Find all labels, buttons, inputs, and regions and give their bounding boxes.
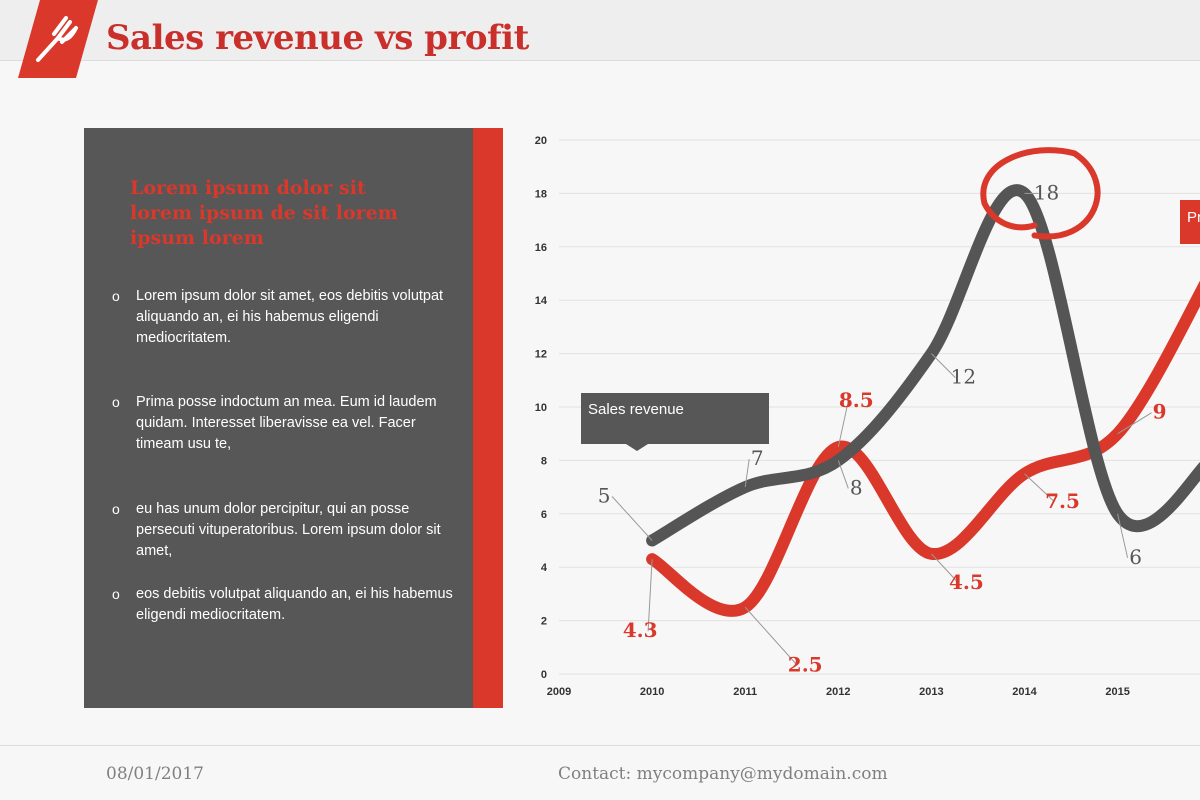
- fork-logo-icon: [18, 0, 98, 78]
- data-label: 5: [598, 484, 611, 508]
- panel-heading: Lorem ipsum dolor sit lorem ipsum de sit…: [130, 177, 398, 249]
- leader-line: [1117, 412, 1152, 435]
- leader-line: [647, 559, 653, 632]
- y-tick-label: 20: [535, 135, 547, 147]
- bullet-text: Prima posse indoctum an mea. Eum id laud…: [136, 394, 437, 452]
- panel-accent-stripe: [473, 128, 503, 708]
- y-tick-label: 18: [535, 188, 547, 200]
- bullet-text: eu has unum dolor percipitur, qui an pos…: [136, 501, 441, 559]
- x-tick-label: 2011: [733, 686, 757, 698]
- leader-line: [1024, 473, 1055, 503]
- y-tick-label: 4: [541, 562, 548, 574]
- leader-line: [931, 353, 956, 378]
- y-tick-label: 6: [541, 509, 547, 521]
- x-tick-label: 2009: [547, 686, 571, 698]
- leader-line: [931, 553, 959, 584]
- bullet-marker: o: [112, 586, 120, 602]
- leader-line: [1117, 513, 1129, 558]
- y-tick-label: 8: [541, 455, 547, 467]
- leader-line: [744, 459, 750, 488]
- sales-revenue-line: [646, 184, 1200, 547]
- bullet-marker: o: [112, 288, 120, 304]
- bullet-text: eos debitis volutpat aliquando an, ei hi…: [136, 586, 453, 623]
- bullet-marker: o: [112, 394, 120, 410]
- x-tick-label: 2013: [919, 686, 943, 698]
- x-tick-label: 2015: [1105, 686, 1129, 698]
- x-tick-label: 2012: [826, 686, 850, 698]
- y-tick-label: 12: [535, 349, 547, 361]
- data-label: 6: [1129, 545, 1142, 569]
- footer-divider: [0, 745, 1200, 746]
- y-tick-label: 14: [535, 295, 548, 307]
- footer-contact: Contact: mycompany@mydomain.com: [558, 764, 888, 784]
- page-title: Sales revenue vs profit: [106, 18, 529, 58]
- bullet-marker: o: [112, 501, 120, 517]
- highlight-circle: [980, 147, 1101, 240]
- x-tick-label: 2010: [640, 686, 664, 698]
- bullet-text: Lorem ipsum dolor sit amet, eos debitis …: [136, 288, 444, 346]
- data-label: 2.5: [788, 652, 823, 676]
- y-tick-label: 10: [535, 402, 547, 414]
- leader-line: [611, 496, 653, 541]
- data-label: 8.5: [839, 388, 874, 412]
- profit-legend-label: Pr: [1187, 209, 1200, 226]
- header-bar: [0, 0, 1200, 61]
- leader-line: [837, 400, 849, 448]
- data-label: 4.5: [949, 570, 984, 594]
- data-label: 18: [1034, 180, 1059, 204]
- sales-revenue-legend-label: Sales revenue: [588, 401, 684, 418]
- leader-line: [837, 460, 849, 489]
- data-label: 9: [1153, 400, 1167, 424]
- profit-callout: [1180, 200, 1200, 244]
- leader-line: [744, 606, 798, 666]
- x-tick-label: 2014: [1012, 686, 1037, 698]
- y-tick-label: 0: [541, 669, 547, 681]
- data-label: 7: [751, 446, 764, 470]
- data-label: 4.3: [623, 618, 658, 642]
- line-chart: 0 2 4 6 8 10 12 14 16 18 20 2009 2010 2011 2012 2013 201…: [535, 135, 1200, 698]
- sales-revenue-callout: [581, 393, 769, 451]
- y-tick-label: 16: [535, 242, 547, 254]
- data-label: 12: [951, 365, 976, 389]
- footer-date: 08/01/2017: [106, 764, 204, 784]
- data-label: 7.5: [1045, 489, 1080, 513]
- data-label: 8: [850, 475, 863, 499]
- y-tick-label: 2: [541, 616, 547, 628]
- text-panel: [84, 128, 473, 708]
